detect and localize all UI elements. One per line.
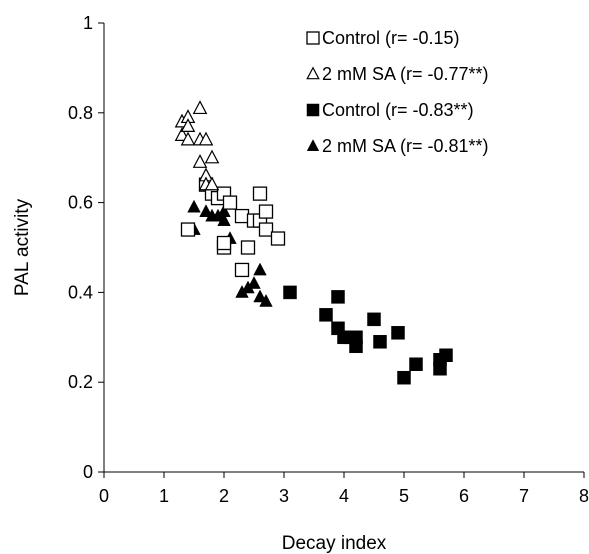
- legend-entry: 2 mM SA (r= -0.77**): [306, 64, 489, 84]
- x-tick-label: 7: [519, 486, 529, 506]
- data-point: [187, 199, 201, 213]
- y-tick-label: 1: [83, 13, 93, 33]
- x-tick-label: 0: [99, 486, 109, 506]
- data-point: [252, 186, 268, 201]
- legend-marker: [306, 31, 320, 45]
- series-square-filled: [283, 285, 453, 385]
- data-point: [270, 231, 286, 246]
- data-point: [217, 213, 231, 226]
- data-point: [258, 204, 274, 219]
- series-triangle-filled: [187, 199, 273, 307]
- legend-entry: Control (r= -0.15): [306, 28, 460, 48]
- data-point: [234, 262, 250, 278]
- data-point: [253, 289, 267, 303]
- data-point: [331, 290, 345, 304]
- data-point: [216, 235, 232, 251]
- data-point: [253, 262, 267, 276]
- data-point: [258, 222, 274, 237]
- legend-entry: 2 mM SA (r= -0.81**): [306, 136, 489, 156]
- x-tick-label: 4: [339, 486, 349, 506]
- x-axis-title: Decay index: [282, 533, 387, 554]
- data-point: [199, 204, 213, 217]
- x-tick-label: 8: [579, 486, 589, 506]
- data-point: [180, 131, 196, 146]
- data-point: [367, 312, 381, 327]
- data-point: [433, 361, 447, 376]
- data-point: [283, 285, 297, 300]
- x-tick-label: 2: [219, 486, 229, 506]
- x-tick-label: 3: [279, 486, 289, 506]
- series-triangle-open: [174, 100, 220, 191]
- x-tick-label: 5: [399, 486, 409, 506]
- legend-marker: [306, 103, 320, 117]
- y-tick-label: 0.2: [68, 372, 93, 392]
- data-point: [192, 100, 208, 115]
- data-point: [180, 222, 196, 237]
- data-point: [319, 308, 333, 322]
- data-point: [373, 335, 387, 349]
- y-axis-title: PAL activity: [12, 198, 33, 296]
- data-point: [192, 154, 208, 168]
- data-point: [349, 330, 363, 345]
- data-point: [439, 348, 453, 363]
- data-point: [198, 131, 214, 146]
- data-point: [397, 370, 411, 385]
- legend-label: Control (r= -0.83**): [322, 100, 474, 120]
- x-tick-label: 6: [459, 486, 469, 506]
- data-point: [204, 149, 220, 164]
- data-point: [259, 294, 273, 307]
- data-point: [180, 118, 196, 132]
- legend-entry: Control (r= -0.83**): [306, 100, 474, 120]
- y-tick-label: 0: [83, 462, 93, 482]
- legend-label: 2 mM SA (r= -0.81**): [322, 136, 489, 156]
- data-point: [240, 240, 256, 255]
- data-point: [247, 276, 261, 289]
- x-tick-label: 1: [159, 486, 169, 506]
- data-point: [222, 195, 238, 210]
- legend-label: Control (r= -0.15): [322, 28, 460, 48]
- legend-marker: [306, 66, 320, 80]
- legend-label: 2 mM SA (r= -0.77**): [322, 64, 489, 84]
- y-tick-label: 0.4: [68, 282, 93, 302]
- legend-marker: [306, 139, 320, 151]
- y-tick-label: 0.6: [68, 193, 93, 213]
- data-point: [204, 176, 220, 191]
- y-tick-label: 0.8: [68, 103, 93, 123]
- data-point: [409, 357, 423, 371]
- data-point: [234, 208, 250, 224]
- data-point: [391, 326, 405, 340]
- series-square-open: [180, 177, 286, 278]
